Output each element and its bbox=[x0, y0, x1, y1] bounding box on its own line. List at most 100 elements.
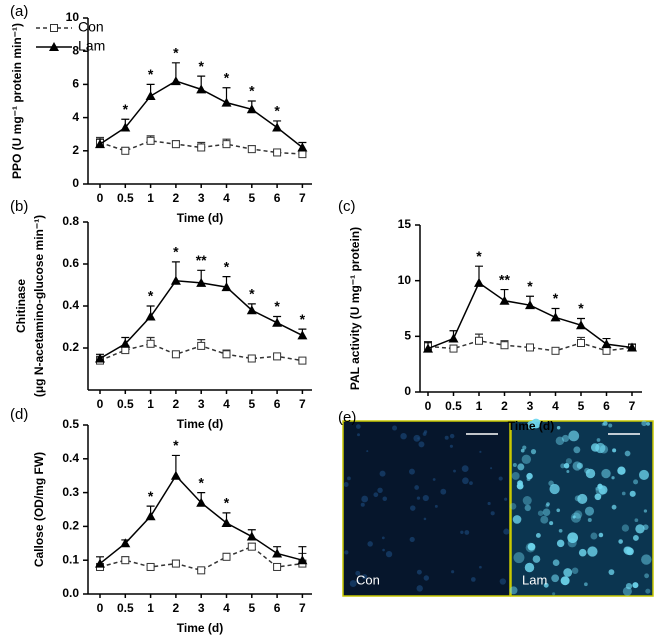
blob bbox=[568, 430, 580, 442]
marker bbox=[120, 122, 131, 132]
blob bbox=[617, 466, 626, 475]
x-tick-label: 0.5 bbox=[445, 399, 462, 413]
blob bbox=[632, 582, 639, 589]
blob bbox=[624, 450, 631, 457]
blob bbox=[546, 502, 550, 506]
x-tick-label: 2 bbox=[173, 601, 180, 615]
blob bbox=[373, 492, 379, 498]
blob bbox=[621, 524, 630, 532]
blob bbox=[527, 542, 536, 551]
blob bbox=[498, 476, 503, 481]
blob bbox=[594, 493, 602, 501]
panel-label: (a) bbox=[10, 3, 28, 20]
x-tick-label: 7 bbox=[629, 399, 636, 413]
blob bbox=[413, 434, 421, 442]
significance: * bbox=[148, 288, 154, 304]
marker bbox=[273, 148, 282, 157]
blob bbox=[643, 509, 648, 513]
y-axis-label: Callose (OD/mg FW) bbox=[32, 452, 46, 567]
blob bbox=[521, 454, 532, 465]
blob bbox=[522, 445, 527, 450]
blob bbox=[513, 552, 525, 564]
blob bbox=[487, 501, 491, 506]
marker bbox=[197, 341, 206, 350]
legend-label: Lam bbox=[78, 38, 105, 54]
x-tick-label: 5 bbox=[248, 397, 255, 411]
marker bbox=[146, 136, 155, 145]
blob bbox=[570, 512, 582, 523]
y-tick-label: 10 bbox=[398, 273, 412, 287]
y-tick-label: 0.4 bbox=[62, 298, 79, 312]
x-tick-label: 5 bbox=[248, 601, 255, 615]
blob bbox=[432, 478, 436, 481]
blob bbox=[596, 438, 601, 442]
blob bbox=[416, 585, 423, 592]
blob bbox=[645, 588, 651, 594]
marker bbox=[120, 338, 131, 348]
x-tick-label: 5 bbox=[578, 399, 585, 413]
marker bbox=[475, 336, 483, 345]
significance: * bbox=[274, 298, 280, 314]
blob bbox=[409, 536, 415, 543]
significance: * bbox=[173, 244, 179, 260]
blob bbox=[561, 434, 570, 443]
marker bbox=[449, 344, 458, 353]
blob bbox=[587, 517, 592, 522]
blob bbox=[530, 449, 537, 455]
x-tick-label: 1 bbox=[147, 601, 154, 615]
blob bbox=[608, 569, 615, 576]
marker bbox=[577, 339, 585, 348]
marker bbox=[146, 562, 155, 571]
x-tick-label: 2 bbox=[501, 399, 508, 413]
blob bbox=[567, 538, 577, 548]
x-tick-label: 4 bbox=[223, 191, 230, 205]
blob bbox=[460, 530, 464, 534]
blob bbox=[361, 574, 368, 580]
marker bbox=[499, 295, 510, 305]
marker bbox=[145, 311, 156, 321]
marker bbox=[627, 342, 637, 352]
x-tick-label: 0 bbox=[97, 397, 104, 411]
x-tick-label: 6 bbox=[274, 601, 281, 615]
blob bbox=[584, 506, 595, 516]
blob bbox=[355, 570, 361, 576]
blob bbox=[385, 550, 393, 558]
x-tick-label: 2 bbox=[173, 397, 180, 411]
blob bbox=[470, 577, 476, 582]
blob bbox=[578, 548, 587, 557]
blob bbox=[560, 463, 566, 469]
y-tick-label: 4 bbox=[72, 110, 79, 124]
y-tick-label: 0.8 bbox=[62, 214, 79, 228]
blob bbox=[381, 536, 385, 540]
blob bbox=[542, 508, 551, 517]
x-tick-label: 4 bbox=[223, 397, 230, 411]
marker bbox=[171, 350, 180, 359]
marker bbox=[602, 346, 611, 355]
y-tick-label: 8 bbox=[72, 43, 79, 57]
marker bbox=[95, 139, 105, 149]
blob bbox=[361, 495, 369, 503]
series-line bbox=[99, 140, 303, 155]
blob bbox=[509, 502, 517, 510]
blob bbox=[422, 494, 429, 502]
legend-marker bbox=[49, 42, 59, 51]
blob bbox=[490, 467, 493, 470]
marker bbox=[273, 352, 282, 361]
marker bbox=[171, 140, 180, 149]
marker bbox=[170, 275, 181, 285]
blob bbox=[504, 497, 508, 501]
x-tick-label: 1 bbox=[147, 397, 154, 411]
significance: ** bbox=[196, 252, 207, 268]
blob bbox=[629, 490, 636, 497]
significance: * bbox=[198, 474, 204, 490]
marker bbox=[246, 104, 257, 114]
blob bbox=[343, 482, 349, 487]
marker bbox=[222, 140, 231, 149]
marker bbox=[298, 356, 307, 365]
blob bbox=[563, 462, 570, 469]
marker bbox=[601, 339, 612, 349]
y-tick-label: 0.1 bbox=[62, 552, 79, 566]
x-tick-label: 0 bbox=[425, 399, 432, 413]
blob bbox=[545, 503, 549, 508]
